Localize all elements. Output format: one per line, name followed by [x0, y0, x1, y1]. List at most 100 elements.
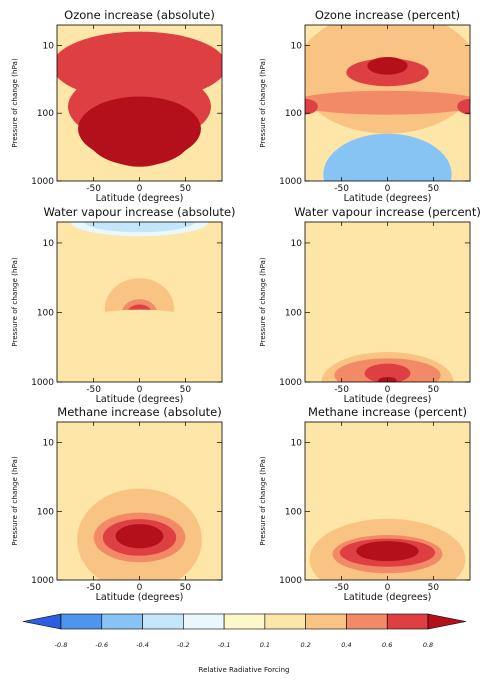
colorbar-tick-label: -0.4 — [136, 641, 149, 649]
colorbar-tick-label: 0.2 — [300, 641, 310, 649]
contour-level — [356, 541, 419, 562]
y-tick-label: 100 — [37, 507, 54, 517]
x-tick-label: -50 — [86, 385, 101, 395]
panel-methane-abs: Methane increase (absolute) -50 0 50 10 100 10… — [10, 405, 223, 603]
contour-level — [364, 363, 411, 382]
x-tick-label: 0 — [385, 385, 391, 395]
x-axis-label: Latitude (degrees) — [344, 592, 432, 603]
contour-field — [57, 25, 222, 181]
panel-water-pct: Water vapour increase (percent) -50 0 50 10 1… — [258, 205, 481, 405]
panel-ozone-abs: Ozone increase (absolute) -50 0 50 10 100 1000… — [10, 8, 223, 204]
colorbar-swatch — [264, 613, 306, 630]
x-tick-label: 50 — [428, 385, 440, 395]
y-tick-label: 1000 — [31, 378, 54, 388]
colorbar-swatch — [223, 613, 266, 630]
colorbar-tick-label: -0.2 — [177, 641, 190, 649]
contour-level — [61, 309, 218, 358]
y-tick-label: 1000 — [279, 576, 302, 586]
contour-field — [305, 422, 470, 580]
panel-title: Methane increase (percent) — [308, 405, 467, 419]
x-axis-label: Latitude (degrees) — [96, 592, 184, 603]
y-tick-label: 10 — [291, 239, 303, 249]
contour-level — [457, 98, 470, 115]
x-tick-label: 0 — [137, 385, 143, 395]
colorbar-swatch — [60, 613, 103, 630]
x-tick-label: 50 — [428, 583, 440, 593]
y-tick-label: 10 — [291, 439, 303, 449]
panel-title: Methane increase (absolute) — [57, 405, 221, 419]
y-axis-label: Pressure of change (hPa) — [258, 456, 267, 546]
x-axis-label: Latitude (degrees) — [344, 394, 432, 405]
contour-level — [211, 305, 222, 331]
colorbar-tick-label: 0.6 — [382, 641, 392, 649]
x-tick-label: 50 — [180, 184, 192, 194]
y-tick-label: 100 — [285, 507, 302, 517]
colorbar-swatch — [183, 613, 225, 630]
contour-field — [57, 222, 222, 382]
contour-field — [305, 25, 470, 181]
y-tick-label: 10 — [43, 41, 55, 51]
y-axis-label: Pressure of change (hPa) — [10, 58, 19, 148]
x-tick-label: 50 — [180, 583, 192, 593]
colorbar-tick-label: 0.4 — [341, 641, 351, 649]
y-tick-label: 10 — [291, 41, 303, 51]
panel-title: Ozone increase (percent) — [315, 8, 460, 22]
y-tick-label: 1000 — [31, 576, 54, 586]
contour-level — [305, 98, 318, 115]
colorbar-tick-label: -0.8 — [55, 641, 68, 649]
y-axis-label: Pressure of change (hPa) — [258, 257, 267, 347]
y-tick-label: 100 — [37, 109, 54, 119]
x-tick-label: -50 — [334, 184, 349, 194]
x-tick-label: 50 — [428, 184, 440, 194]
x-tick-label: -50 — [86, 184, 101, 194]
y-tick-label: 1000 — [31, 177, 54, 187]
x-tick-label: 0 — [385, 184, 391, 194]
y-axis-label: Pressure of change (hPa) — [258, 58, 267, 148]
y-tick-label: 10 — [43, 239, 55, 249]
colorbar-tick-label: 0.1 — [260, 641, 270, 649]
y-tick-label: 100 — [37, 308, 54, 318]
contour-field — [305, 222, 470, 382]
contour-level — [323, 133, 452, 181]
contour-level — [305, 96, 470, 109]
colorbar-tick-label: -0.1 — [218, 641, 231, 649]
colorbar-tick-label: -0.6 — [95, 641, 108, 649]
x-tick-label: 0 — [385, 583, 391, 593]
contour-field — [57, 422, 222, 580]
contour-level — [367, 56, 408, 75]
y-axis-label: Pressure of change (hPa) — [10, 257, 19, 347]
y-tick-label: 10 — [43, 439, 55, 449]
colorbar: -0.8 -0.6 -0.4 -0.2 -0.1 0.1 0.2 0.4 0.6 0.8 Relat… — [22, 613, 467, 674]
colorbar-min-arrow — [22, 613, 62, 630]
colorbar-swatch — [101, 613, 143, 630]
colorbar-swatch — [386, 613, 429, 630]
y-tick-label: 100 — [285, 109, 302, 119]
x-tick-label: -50 — [334, 583, 349, 593]
panel-water-abs: Water vapour increase (absolute) -50 0 50 10… — [10, 205, 236, 405]
colorbar-max-arrow — [427, 613, 467, 630]
colorbar-label: Relative Radiative Forcing — [199, 666, 290, 674]
y-tick-label: 100 — [285, 308, 302, 318]
x-axis-label: Latitude (degrees) — [344, 193, 432, 204]
panel-title: Water vapour increase (absolute) — [43, 205, 235, 219]
contour-level — [115, 524, 164, 549]
x-tick-label: 0 — [137, 583, 143, 593]
y-axis-label: Pressure of change (hPa) — [10, 456, 19, 546]
panel-ozone-pct: Ozone increase (percent) -50 0 50 10 100 1000 L… — [258, 8, 471, 204]
colorbar-swatch — [142, 613, 184, 630]
contour-level — [57, 305, 68, 331]
x-tick-label: 0 — [137, 184, 143, 194]
x-axis-label: Latitude (degrees) — [96, 394, 184, 405]
contour-level — [109, 131, 170, 166]
x-tick-label: 50 — [180, 385, 192, 395]
x-tick-label: -50 — [334, 385, 349, 395]
colorbar-tick-label: 0.8 — [423, 641, 433, 649]
panel-title: Ozone increase (absolute) — [64, 8, 215, 22]
y-tick-label: 1000 — [279, 177, 302, 187]
colorbar-swatch — [346, 613, 388, 630]
panel-methane-pct: Methane increase (percent) -50 0 50 10 100 100… — [258, 405, 471, 603]
x-tick-label: -50 — [86, 583, 101, 593]
colorbar-swatch — [305, 613, 347, 630]
y-tick-label: 1000 — [279, 378, 302, 388]
